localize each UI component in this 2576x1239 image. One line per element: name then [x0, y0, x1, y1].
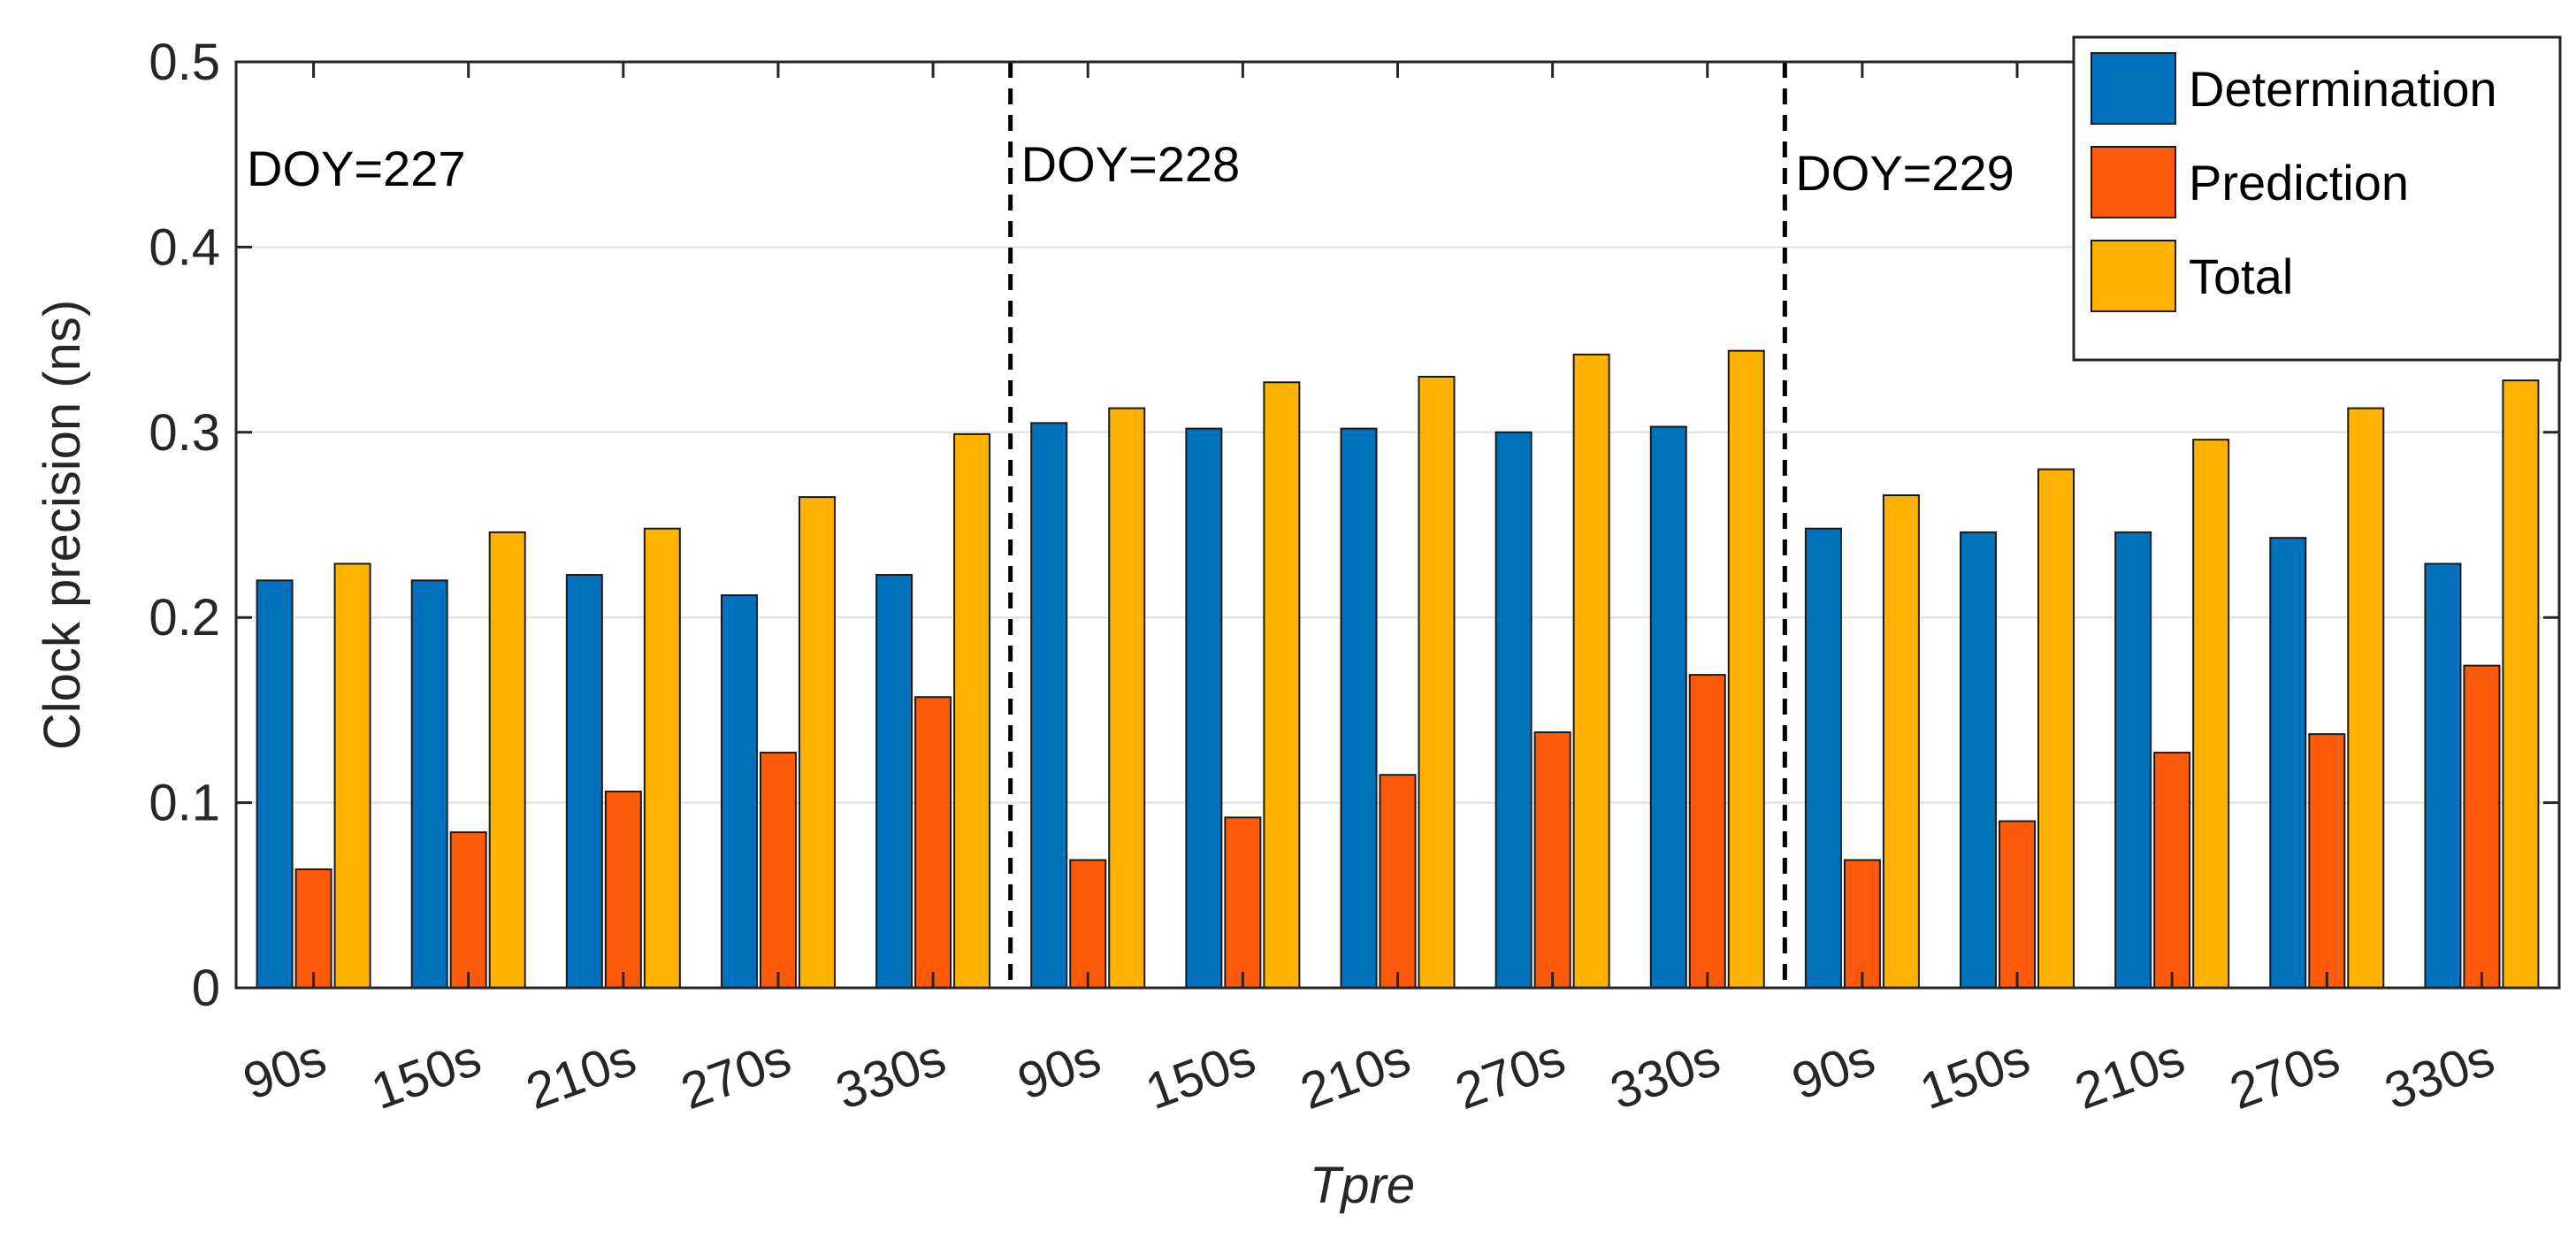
bar-determination-7 [1340, 427, 1378, 989]
bar-determination-10 [1804, 527, 1842, 989]
bar-total-4 [953, 432, 991, 990]
bar-determination-12 [2114, 531, 2152, 989]
x-tick-label: 90s [1785, 1029, 1882, 1111]
y-tick-label: 0.5 [149, 34, 220, 91]
bar-prediction-9 [1688, 674, 1726, 989]
bar-total-14 [2502, 379, 2540, 989]
bar-prediction-4 [914, 696, 952, 989]
bar-prediction-7 [1379, 774, 1417, 989]
x-tick-label: 150s [1138, 1029, 1262, 1120]
bar-prediction-14 [2463, 664, 2501, 989]
x-tick-label: 330s [1603, 1029, 1727, 1120]
legend-swatch-determination [2091, 52, 2176, 125]
bar-prediction-10 [1843, 859, 1881, 989]
legend-label-determination: Determination [2189, 61, 2497, 117]
x-tick-label: 270s [674, 1029, 798, 1120]
bar-determination-8 [1494, 431, 1533, 989]
x-tick-label: 150s [1913, 1029, 2037, 1120]
bar-total-6 [1263, 381, 1301, 989]
bar-total-3 [798, 496, 836, 989]
x-tick-label: 270s [1449, 1029, 1572, 1120]
legend: Determination Prediction Total [2072, 35, 2562, 362]
bars [256, 349, 2540, 990]
legend-label-prediction: Prediction [2189, 155, 2409, 210]
bar-total-0 [333, 562, 371, 989]
bar-prediction-5 [1069, 859, 1107, 989]
group-label: DOY=227 [247, 141, 466, 196]
bar-determination-0 [256, 579, 294, 989]
bar-determination-1 [410, 579, 448, 989]
bar-prediction-6 [1224, 816, 1262, 989]
bar-determination-14 [2424, 562, 2462, 989]
bar-prediction-2 [604, 791, 642, 990]
y-axis-label: Clock precision (ns) [34, 300, 91, 750]
bar-determination-6 [1185, 427, 1223, 989]
bar-prediction-11 [1999, 820, 2037, 989]
bar-determination-2 [565, 574, 603, 990]
x-axis-label: Tpre [1310, 1157, 1415, 1214]
bar-prediction-1 [449, 831, 487, 989]
legend-label-total: Total [2189, 249, 2293, 304]
bar-total-13 [2347, 407, 2385, 989]
bar-determination-5 [1030, 422, 1068, 989]
x-tick-label: 150s [364, 1029, 488, 1120]
bar-determination-13 [2269, 537, 2307, 990]
group-label: DOY=229 [1795, 145, 2014, 201]
y-tick-label: 0.1 [149, 775, 220, 832]
x-tick-label: 210s [1294, 1029, 1418, 1120]
bar-prediction-3 [759, 752, 797, 989]
x-tick-label: 330s [2377, 1029, 2501, 1120]
y-tick-label: 0.2 [149, 589, 220, 646]
y-tick-label: 0.4 [149, 218, 220, 276]
bar-prediction-0 [294, 868, 333, 990]
bar-total-1 [488, 531, 526, 989]
bar-determination-9 [1649, 425, 1687, 989]
x-tick-label: 90s [1011, 1029, 1108, 1111]
bar-determination-4 [875, 574, 913, 990]
y-tick-label: 0 [192, 960, 220, 1017]
bar-prediction-12 [2153, 752, 2191, 989]
bar-prediction-13 [2308, 733, 2346, 989]
y-tick-label: 0.3 [149, 404, 220, 462]
bar-total-2 [643, 527, 681, 989]
group-separators [1008, 62, 1787, 988]
bar-prediction-8 [1533, 731, 1571, 989]
x-tick-label: 270s [2222, 1029, 2346, 1120]
bar-total-7 [1418, 375, 1456, 990]
x-tick-label: 210s [519, 1029, 643, 1120]
bar-total-10 [1882, 493, 1920, 989]
x-tick-label: 90s [236, 1029, 333, 1111]
group-annotations: DOY=227 DOY=228 DOY=229 [247, 136, 2014, 201]
bar-total-11 [2037, 468, 2075, 989]
bar-total-9 [1727, 349, 1765, 989]
legend-swatch-prediction [2091, 146, 2176, 218]
y-axis-ticks: 0 0.1 0.2 0.3 0.4 0.5 [149, 34, 2559, 1017]
bar-determination-3 [720, 594, 758, 990]
group-label: DOY=228 [1021, 136, 1241, 192]
x-tick-label: 330s [829, 1029, 952, 1120]
bar-total-12 [2192, 439, 2230, 989]
bar-total-8 [1572, 353, 1610, 989]
bar-total-5 [1108, 407, 1146, 989]
legend-swatch-total [2091, 240, 2176, 312]
bar-determination-11 [1960, 531, 1998, 989]
x-tick-label: 210s [2068, 1029, 2191, 1120]
